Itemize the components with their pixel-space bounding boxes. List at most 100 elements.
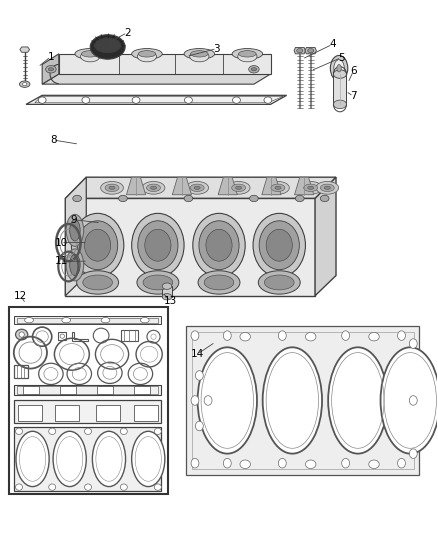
Bar bbox=[97, 385, 113, 393]
Ellipse shape bbox=[147, 184, 160, 191]
Ellipse shape bbox=[199, 221, 239, 270]
Ellipse shape bbox=[25, 318, 33, 323]
Ellipse shape bbox=[101, 318, 110, 323]
Ellipse shape bbox=[184, 97, 192, 103]
Polygon shape bbox=[305, 47, 316, 54]
Ellipse shape bbox=[251, 68, 257, 71]
Ellipse shape bbox=[137, 271, 179, 294]
Text: 3: 3 bbox=[213, 44, 220, 53]
Ellipse shape bbox=[334, 60, 344, 77]
Ellipse shape bbox=[299, 181, 322, 194]
Polygon shape bbox=[42, 54, 59, 84]
Ellipse shape bbox=[85, 484, 92, 490]
Ellipse shape bbox=[138, 51, 155, 57]
Ellipse shape bbox=[186, 181, 208, 194]
Ellipse shape bbox=[78, 221, 118, 270]
Ellipse shape bbox=[320, 195, 329, 201]
Polygon shape bbox=[65, 177, 86, 296]
Ellipse shape bbox=[240, 460, 251, 469]
Ellipse shape bbox=[132, 97, 140, 103]
Ellipse shape bbox=[249, 66, 259, 73]
Ellipse shape bbox=[83, 275, 113, 290]
Polygon shape bbox=[315, 177, 336, 296]
Ellipse shape bbox=[279, 458, 286, 468]
Ellipse shape bbox=[264, 97, 272, 103]
Text: 11: 11 bbox=[54, 256, 67, 266]
Polygon shape bbox=[59, 54, 271, 74]
Ellipse shape bbox=[85, 428, 92, 434]
Ellipse shape bbox=[271, 184, 285, 191]
Ellipse shape bbox=[81, 51, 100, 62]
Ellipse shape bbox=[236, 186, 242, 189]
Ellipse shape bbox=[250, 195, 258, 201]
Bar bbox=[134, 385, 150, 393]
Ellipse shape bbox=[62, 318, 71, 323]
Ellipse shape bbox=[295, 195, 304, 201]
Ellipse shape bbox=[132, 49, 162, 59]
Ellipse shape bbox=[333, 100, 346, 109]
Ellipse shape bbox=[398, 458, 406, 468]
Ellipse shape bbox=[195, 421, 203, 431]
Polygon shape bbox=[26, 95, 287, 104]
Ellipse shape bbox=[90, 35, 125, 59]
Polygon shape bbox=[14, 317, 161, 324]
Ellipse shape bbox=[48, 68, 53, 71]
Polygon shape bbox=[65, 198, 315, 296]
Ellipse shape bbox=[320, 184, 334, 191]
Ellipse shape bbox=[191, 458, 199, 468]
Ellipse shape bbox=[38, 97, 46, 103]
Ellipse shape bbox=[239, 51, 256, 57]
Ellipse shape bbox=[337, 64, 341, 72]
Ellipse shape bbox=[49, 484, 56, 490]
Ellipse shape bbox=[307, 186, 314, 189]
Ellipse shape bbox=[162, 283, 172, 289]
Ellipse shape bbox=[120, 428, 127, 434]
Ellipse shape bbox=[95, 38, 121, 53]
Text: 8: 8 bbox=[50, 135, 57, 145]
Text: 9: 9 bbox=[71, 215, 78, 225]
Ellipse shape bbox=[70, 254, 80, 276]
Ellipse shape bbox=[66, 214, 84, 246]
Bar bbox=[14, 365, 28, 378]
Text: 13: 13 bbox=[163, 296, 177, 306]
Ellipse shape bbox=[75, 49, 106, 59]
Ellipse shape bbox=[142, 181, 165, 194]
Ellipse shape bbox=[279, 331, 286, 341]
Ellipse shape bbox=[233, 97, 240, 103]
Ellipse shape bbox=[190, 51, 209, 62]
Ellipse shape bbox=[194, 186, 200, 189]
Ellipse shape bbox=[265, 275, 294, 290]
Ellipse shape bbox=[49, 428, 56, 434]
Text: 4: 4 bbox=[329, 39, 336, 49]
Ellipse shape bbox=[324, 186, 330, 189]
Ellipse shape bbox=[204, 395, 212, 405]
Polygon shape bbox=[218, 177, 237, 195]
Ellipse shape bbox=[162, 294, 172, 300]
Bar bbox=[22, 385, 39, 393]
Polygon shape bbox=[14, 384, 161, 395]
Ellipse shape bbox=[223, 331, 231, 341]
Ellipse shape bbox=[410, 339, 417, 349]
Ellipse shape bbox=[304, 184, 318, 191]
Ellipse shape bbox=[184, 49, 215, 59]
Bar bbox=[58, 332, 66, 340]
Ellipse shape bbox=[109, 186, 115, 189]
Ellipse shape bbox=[70, 220, 80, 241]
Ellipse shape bbox=[204, 275, 234, 290]
Ellipse shape bbox=[333, 70, 346, 78]
Text: 1: 1 bbox=[48, 52, 54, 61]
Polygon shape bbox=[186, 326, 419, 475]
Ellipse shape bbox=[132, 431, 165, 487]
Text: 5: 5 bbox=[338, 53, 345, 62]
Bar bbox=[55, 405, 79, 421]
Ellipse shape bbox=[330, 55, 348, 81]
Ellipse shape bbox=[307, 49, 314, 53]
Ellipse shape bbox=[266, 229, 292, 261]
Text: 2: 2 bbox=[124, 28, 131, 38]
Ellipse shape bbox=[138, 51, 156, 62]
Ellipse shape bbox=[77, 271, 119, 294]
Polygon shape bbox=[20, 47, 29, 52]
Ellipse shape bbox=[15, 428, 22, 434]
Ellipse shape bbox=[145, 229, 171, 261]
Ellipse shape bbox=[232, 184, 246, 191]
